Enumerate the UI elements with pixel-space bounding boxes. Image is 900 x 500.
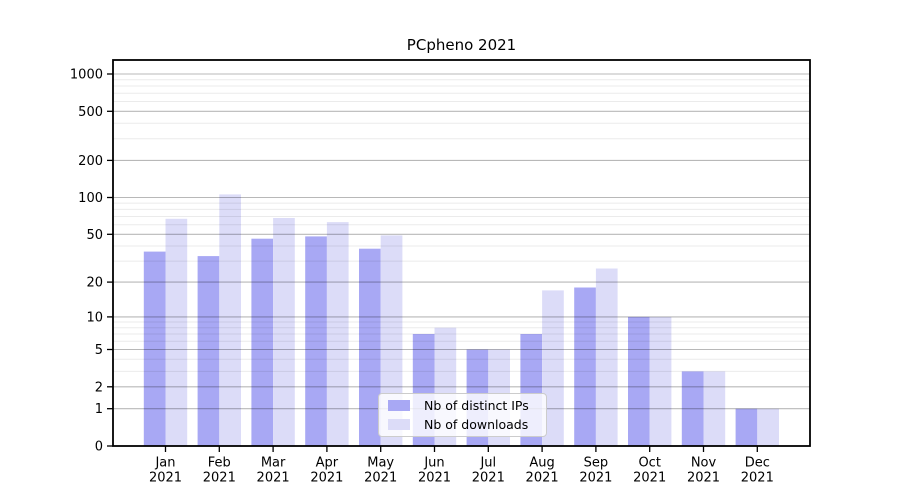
bar-feb-ips (197, 256, 220, 446)
x-tick-label-oct: Oct 2021 (633, 456, 666, 486)
bar-nov-downloads (703, 371, 726, 446)
y-tick-label-0: 0 (95, 440, 103, 455)
bar-apr-ips (305, 236, 327, 446)
bar-jan-ips (143, 251, 166, 446)
bar-oct-ips (628, 316, 650, 446)
x-tick-label-feb: Feb 2021 (203, 456, 236, 486)
bar-oct-downloads (649, 316, 672, 446)
bar-feb-downloads (219, 194, 241, 446)
y-tick-label-50: 50 (86, 228, 103, 243)
y-tick-label-5: 5 (95, 343, 103, 358)
y-tick-label-10: 10 (86, 310, 103, 325)
bar-aug-downloads (542, 290, 564, 446)
bar-sep-ips (574, 287, 596, 446)
x-tick-label-nov: Nov 2021 (687, 456, 720, 486)
x-tick-label-dec: Dec 2021 (741, 456, 774, 486)
chart-title: PCpheno 2021 (406, 36, 517, 54)
x-tick-label-aug: Aug 2021 (526, 456, 559, 486)
legend-swatch-downloads (388, 418, 410, 430)
legend-item-distinct-ips: Nb of distinct IPs (388, 397, 537, 415)
x-tick-label-may: May 2021 (364, 456, 397, 486)
x-tick-label-jun: Jun 2021 (418, 456, 451, 486)
bar-mar-ips (251, 238, 274, 446)
plot-frame (112, 59, 811, 447)
x-tick-label-jan: Jan 2021 (149, 456, 182, 486)
bar-apr-downloads (326, 222, 349, 446)
x-tick-label-mar: Mar 2021 (257, 456, 290, 486)
y-tick-label-200: 200 (78, 154, 103, 169)
bar-mar-downloads (273, 218, 295, 446)
legend-item-downloads: Nb of downloads (388, 415, 537, 433)
legend-label-distinct-ips: Nb of distinct IPs (424, 398, 529, 414)
bar-nov-ips (681, 371, 704, 446)
bar-dec-downloads (757, 408, 779, 446)
y-tick-label-500: 500 (78, 105, 103, 120)
y-tick-label-20: 20 (86, 276, 103, 291)
y-tick-label-100: 100 (78, 191, 103, 206)
legend-label-downloads: Nb of downloads (424, 416, 529, 432)
bar-dec-ips (735, 408, 758, 446)
x-tick-label-jul: Jul 2021 (472, 456, 505, 486)
legend: Nb of distinct IPs Nb of downloads (378, 393, 547, 437)
bar-sep-downloads (595, 268, 618, 446)
bar-jan-downloads (165, 218, 188, 446)
x-tick-label-apr: Apr 2021 (310, 456, 343, 486)
y-tick-label-1: 1 (95, 402, 103, 417)
bar-may-ips (359, 248, 381, 446)
legend-swatch-distinct-ips (388, 400, 410, 412)
y-tick-label-1000: 1000 (70, 68, 103, 83)
y-tick-label-2: 2 (95, 380, 103, 395)
x-tick-label-sep: Sep 2021 (579, 456, 612, 486)
